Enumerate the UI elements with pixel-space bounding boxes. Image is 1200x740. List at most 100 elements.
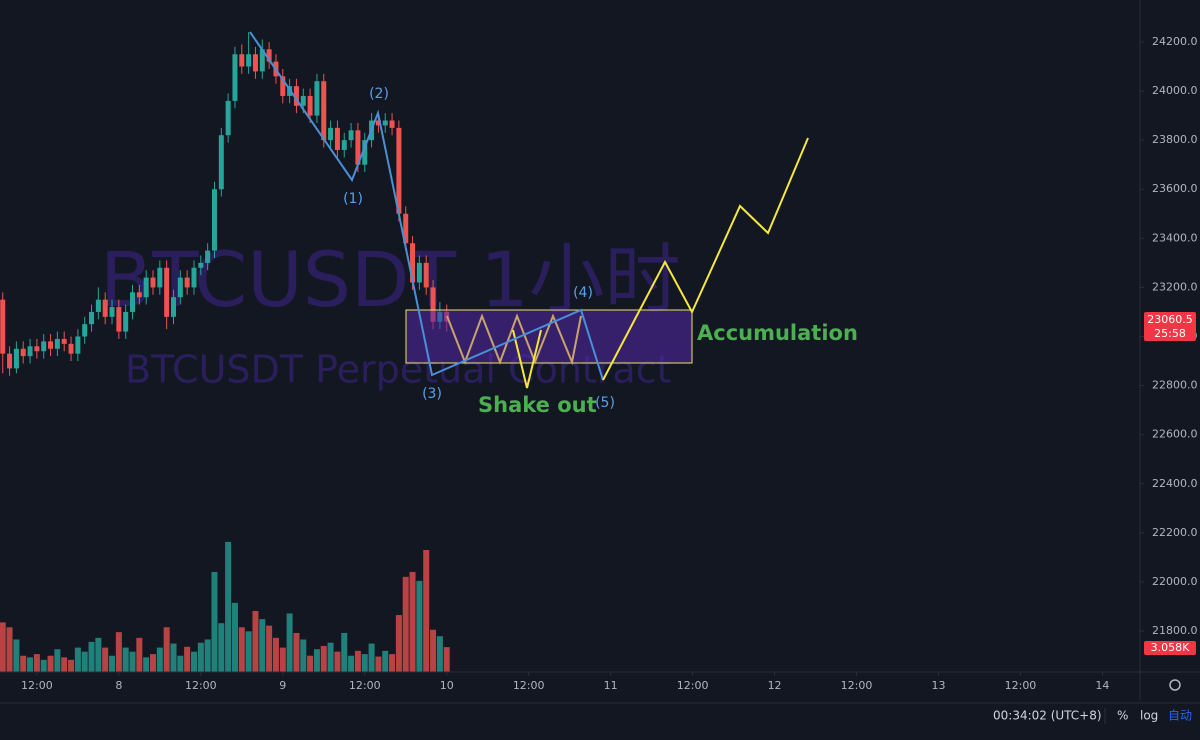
volume-bar	[109, 655, 116, 672]
volume-bar	[204, 639, 211, 672]
candle-body	[211, 189, 217, 251]
auto-button[interactable]: 自动	[1168, 709, 1192, 723]
volume-bar	[409, 571, 416, 672]
candle-body	[0, 299, 6, 354]
volume-bar	[402, 576, 409, 672]
candle-body	[355, 130, 361, 165]
candle-body	[68, 343, 74, 354]
candle-body	[314, 81, 320, 116]
volume-bar	[218, 623, 225, 672]
annotation: Shake out	[478, 393, 597, 417]
volume-bar	[129, 651, 136, 672]
candle-body	[41, 341, 47, 352]
log-button[interactable]: log	[1140, 709, 1158, 723]
candle-body	[362, 140, 368, 165]
volume-bar	[95, 637, 102, 672]
volume-bar	[416, 580, 423, 672]
volume-bar	[163, 627, 170, 672]
candle-body	[410, 243, 416, 283]
candle-body	[191, 267, 197, 288]
volume-bar	[341, 632, 348, 672]
volume-bar	[13, 639, 20, 672]
candle-body	[89, 311, 95, 325]
x-tick-label: 12:00	[1005, 679, 1037, 692]
candle-body	[403, 213, 409, 244]
candle-body	[300, 95, 306, 106]
wave-label: (1)	[343, 191, 363, 207]
volume-bar	[436, 636, 443, 672]
volume-bar	[211, 571, 218, 672]
candle-body	[157, 267, 163, 288]
candle-body	[232, 54, 238, 101]
volume-bar	[54, 649, 61, 672]
y-tick-label: 23200.0	[1152, 280, 1198, 293]
x-tick-label: 14	[1095, 679, 1109, 692]
volume-bar	[68, 659, 75, 672]
y-tick-label: 23800.0	[1152, 133, 1198, 146]
candle-body	[225, 100, 231, 136]
candle-body	[82, 324, 88, 337]
candle-body	[246, 54, 252, 67]
volume-bar	[115, 632, 122, 672]
candle-body	[184, 277, 190, 288]
candle-body	[123, 311, 129, 332]
candle-body	[143, 277, 149, 298]
volume-bar	[122, 647, 129, 672]
y-tick-label: 22600.0	[1152, 428, 1198, 441]
candle-body	[20, 348, 26, 357]
volume-bar	[81, 651, 88, 672]
volume-bar	[170, 643, 177, 672]
candle-body	[75, 336, 81, 354]
candle-body	[307, 95, 313, 116]
volume-bar	[286, 613, 293, 672]
x-tick-label: 12:00	[677, 679, 709, 692]
volume-bar	[320, 645, 327, 672]
x-tick-label: 12:00	[21, 679, 53, 692]
wave-label: (2)	[369, 86, 389, 102]
candle-body	[7, 353, 13, 369]
volume-bar	[143, 657, 150, 672]
candle-body	[375, 120, 381, 126]
volume-bar	[190, 651, 197, 672]
volume-bar	[231, 602, 238, 672]
candle-body	[341, 140, 347, 150]
volume-bar	[150, 654, 157, 672]
wave-label: (3)	[422, 386, 442, 402]
volume-bar	[430, 629, 437, 672]
volume-bar	[252, 611, 259, 672]
volume-bar	[375, 656, 382, 672]
x-tick-label: 12:00	[841, 679, 873, 692]
x-tick-label: 12:00	[513, 679, 545, 692]
x-tick-label: 12	[768, 679, 782, 692]
price-label: 23060.5	[1147, 313, 1193, 326]
candle-body	[34, 346, 40, 352]
wave-label: (5)	[595, 395, 615, 411]
candle-body	[423, 262, 429, 288]
candle-body	[109, 307, 115, 317]
volume-bar	[184, 646, 191, 672]
x-tick-label: 8	[115, 679, 122, 692]
volume-bar	[334, 651, 341, 672]
y-tick-label: 23600.0	[1152, 182, 1198, 195]
candle-body	[48, 341, 54, 349]
volume-label: 3.058K	[1151, 641, 1190, 654]
x-tick-label: 11	[604, 679, 618, 692]
y-tick-label: 24000.0	[1152, 84, 1198, 97]
settings-icon[interactable]	[1169, 679, 1181, 691]
candle-body	[164, 267, 170, 317]
annotation: Accumulation	[697, 321, 858, 345]
volume-bar	[6, 627, 13, 672]
candle-body	[389, 120, 395, 128]
volume-bar	[61, 657, 68, 672]
percent-button[interactable]: %	[1117, 709, 1128, 723]
candle-body	[205, 250, 211, 263]
volume-label-bg	[1144, 641, 1196, 655]
candle-body	[177, 277, 183, 298]
x-tick-label: 13	[932, 679, 946, 692]
candle-body	[218, 135, 224, 190]
volume-bar	[327, 642, 334, 672]
candle-body	[198, 262, 204, 268]
candle-body	[102, 299, 108, 317]
volume-bar	[423, 550, 430, 672]
